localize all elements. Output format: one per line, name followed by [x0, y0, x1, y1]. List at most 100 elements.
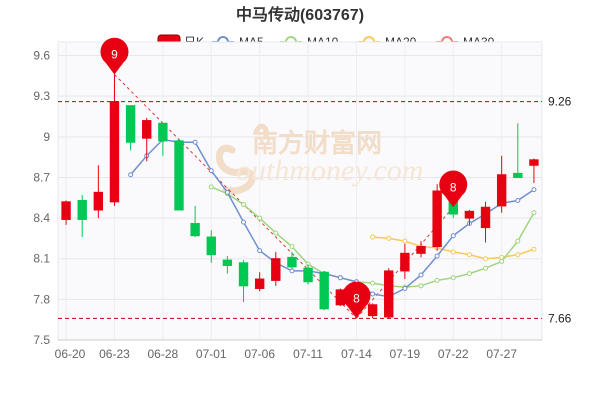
ma5-point [434, 253, 440, 259]
candle-body [271, 258, 281, 281]
price-marker-pin: 9 [100, 37, 129, 75]
candle-body [190, 223, 200, 237]
ma20-point [402, 238, 408, 244]
x-tick-label: 07-01 [196, 347, 227, 361]
candle-body [142, 120, 152, 139]
candle-body [416, 246, 426, 254]
ma10-point [531, 210, 537, 216]
ma5-point [128, 172, 134, 178]
candle [464, 209, 475, 225]
ma10-point [450, 275, 456, 281]
candle [303, 264, 313, 285]
ma5-point [531, 187, 537, 193]
y-tick-label: 7.5 [33, 333, 50, 347]
y-tick-label: 8.7 [33, 170, 50, 184]
candle [271, 251, 281, 286]
ma10-point [418, 283, 424, 289]
chart-title: 中马传动(603767) [236, 5, 364, 24]
candle-body [174, 140, 184, 211]
marker-pin-shape [342, 281, 371, 319]
ma5-point [418, 272, 424, 278]
marker-pin-label: 9 [111, 48, 118, 62]
ma10-point [499, 258, 505, 264]
x-tick-label: 07-19 [390, 347, 421, 361]
y-tick-label: 8.1 [33, 252, 50, 266]
ma10-point [289, 244, 295, 250]
watermark-logo-icon [216, 123, 269, 195]
ma20-point [515, 252, 521, 258]
candle-body [464, 210, 475, 219]
candle-body [158, 122, 168, 142]
y-tick-label: 8.4 [33, 211, 50, 225]
y-tick-label: 9 [43, 130, 50, 144]
ma5-point [208, 168, 214, 174]
y-tick-label: 9.3 [33, 89, 50, 103]
candle-body [513, 172, 523, 178]
ma10-point [241, 202, 247, 208]
ma5-point [257, 248, 263, 254]
reference-value: 9.26 [548, 95, 572, 109]
candle [174, 140, 184, 211]
x-tick-label: 07-06 [244, 347, 275, 361]
candle-body [496, 174, 507, 207]
x-tick-label: 07-22 [438, 347, 469, 361]
ma5-point [192, 139, 198, 145]
ma10-point [208, 184, 214, 190]
ma10-point [515, 238, 521, 244]
candle-body [367, 304, 378, 317]
marker-pin-label: 8 [353, 291, 360, 305]
candle [416, 241, 426, 258]
candle-body [303, 267, 313, 283]
candle [319, 271, 329, 311]
candle-body [480, 206, 491, 229]
ma20-point [531, 246, 537, 252]
y-tick-label: 9.6 [33, 49, 50, 63]
candle-body [432, 190, 442, 248]
ma10-point [434, 277, 440, 283]
ma20-point [450, 249, 456, 255]
x-tick-label: 07-14 [341, 347, 372, 361]
ma5-point [515, 197, 521, 203]
candle [206, 230, 216, 263]
candle [61, 200, 71, 225]
candle [238, 260, 249, 303]
candle [222, 256, 233, 274]
y-tick-label: 7.8 [33, 292, 50, 306]
candle-body [93, 191, 104, 211]
candle [77, 195, 87, 238]
x-tick-label: 06-20 [55, 347, 86, 361]
price-marker-pin: 8 [439, 170, 468, 208]
candle [513, 123, 523, 178]
candle [367, 303, 378, 319]
ma20-point [466, 252, 472, 258]
candle-body [400, 252, 410, 272]
candle-body [287, 256, 297, 268]
candle [480, 201, 491, 243]
plot-background [57, 41, 543, 341]
ma20-point [370, 234, 376, 240]
marker-pin-shape [100, 37, 129, 75]
candle [529, 158, 539, 183]
watermark-cn: 南方财富网 [252, 128, 382, 158]
x-tick-label: 06-28 [148, 347, 179, 361]
plot-area [57, 41, 543, 341]
candle [93, 165, 104, 219]
candle-body [77, 199, 87, 220]
candle-body [125, 105, 136, 143]
candle [400, 243, 410, 280]
ma10-point [273, 230, 279, 236]
candle [158, 122, 168, 156]
ma5-point [224, 189, 230, 195]
candle-body [61, 201, 71, 220]
price-marker-pin: 8 [342, 281, 371, 319]
ma5-point [241, 219, 247, 225]
candle-body [238, 262, 249, 287]
price-markers: 9 8 8 [100, 37, 468, 319]
candle [142, 117, 152, 162]
y-axis: 7.5 7.8 8.1 8.4 8.7 9 9.3 9.6 [33, 49, 50, 347]
ma10-point [257, 215, 263, 221]
x-tick-label: 07-27 [486, 347, 517, 361]
marker-pin-shape [439, 170, 468, 208]
ma20-point [386, 235, 392, 241]
